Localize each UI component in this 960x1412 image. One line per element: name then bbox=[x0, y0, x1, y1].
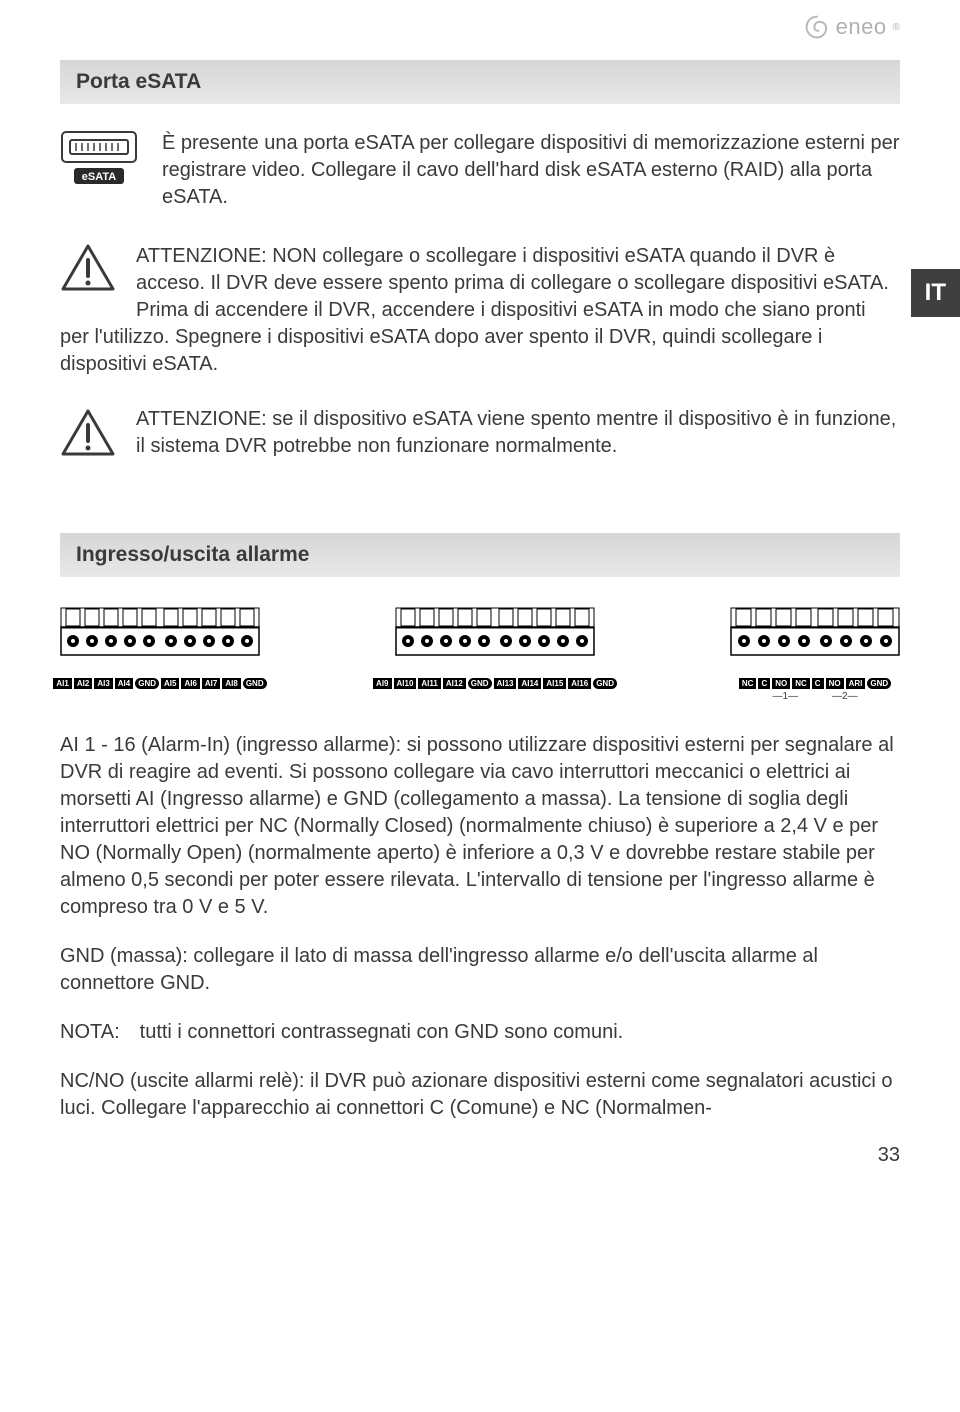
terminal-diagram: AI1 AI2 AI3 AI4 GND AI5 AI6 AI7 AI8 GND bbox=[60, 607, 900, 702]
esata-port-icon: eSATA bbox=[60, 130, 138, 191]
warning-icon bbox=[60, 243, 116, 293]
swirl-icon bbox=[804, 14, 830, 40]
section2-para3: NC/NO (uscite allarmi relè): il DVR può … bbox=[60, 1068, 900, 1122]
page-number: 33 bbox=[60, 1144, 900, 1167]
brand-logo: eneo ® bbox=[804, 14, 900, 40]
section2-para2: GND (massa): collegare il lato di massa … bbox=[60, 943, 900, 997]
section1-header: Porta eSATA bbox=[60, 60, 900, 104]
section2-header: Ingresso/uscita allarme bbox=[60, 533, 900, 577]
terminal-block-1: AI1 AI2 AI3 AI4 GND AI5 AI6 AI7 AI8 GND bbox=[60, 607, 260, 702]
terminal-block-3: NC C NO NC C NO ARI GND —1— —2— bbox=[730, 607, 900, 702]
brand-name: eneo bbox=[836, 14, 887, 40]
terminal-block-2: AI9 AI10 AI11 AI12 GND AI13 AI14 AI15 AI… bbox=[395, 607, 595, 702]
section1-warning1: ATTENZIONE: NON collegare o scollegare i… bbox=[60, 243, 900, 378]
section2-para1: AI 1 - 16 (Alarm-In) (ingresso allarme):… bbox=[60, 732, 900, 921]
note-label: NOTA: bbox=[60, 1019, 120, 1046]
section1-intro: È presente una porta eSATA per collegare… bbox=[162, 130, 900, 211]
brand-reg: ® bbox=[893, 22, 900, 33]
language-tab: IT bbox=[911, 269, 960, 317]
warning-icon bbox=[60, 408, 116, 463]
svg-text:eSATA: eSATA bbox=[82, 171, 116, 183]
section1-warning2: ATTENZIONE: se il dispositivo eSATA vien… bbox=[136, 406, 900, 460]
note-text: tutti i connettori contrassegnati con GN… bbox=[140, 1019, 624, 1046]
